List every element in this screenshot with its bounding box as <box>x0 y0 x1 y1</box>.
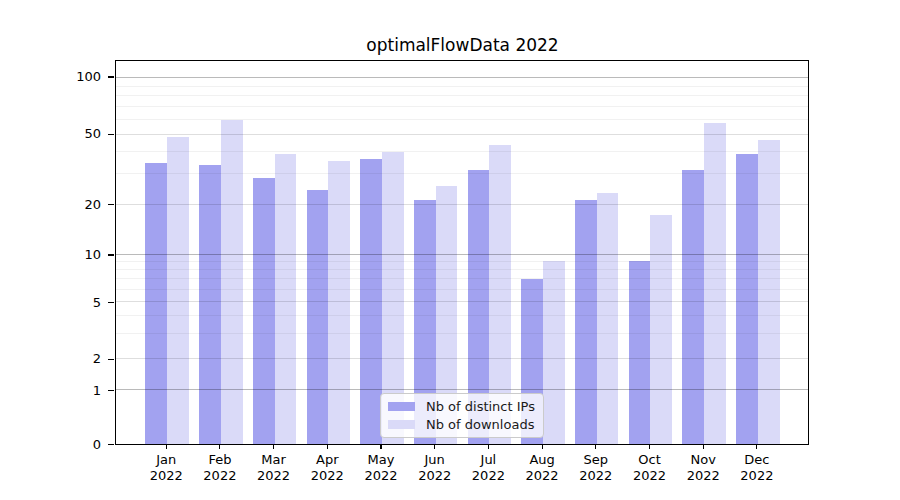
bar-downloads <box>650 215 672 443</box>
y-tickmark <box>108 204 114 205</box>
x-tickmark <box>649 445 650 450</box>
gridline-minor <box>116 315 809 316</box>
x-tickmark <box>756 445 757 450</box>
gridline-major <box>116 77 809 78</box>
gridline-minor <box>116 95 809 96</box>
gridline-minor <box>116 106 809 107</box>
x-tickmark <box>219 445 220 450</box>
bar-distinct-ips <box>575 200 597 444</box>
legend-color-patch <box>388 420 415 429</box>
y-tick-label: 10 <box>57 247 101 263</box>
bar-distinct-ips <box>199 165 221 443</box>
gridline-major <box>116 254 809 255</box>
x-tickmark <box>327 445 328 450</box>
gridline-minor <box>116 86 809 87</box>
y-tick-label: 0 <box>57 437 101 453</box>
legend-entry-label: Nb of downloads <box>426 417 534 432</box>
gridline-minor <box>116 151 809 152</box>
x-tickmark <box>488 445 489 450</box>
gridline-major <box>116 134 809 135</box>
figure: optimalFlowData 2022 0125102050100 Jan20… <box>0 0 900 500</box>
x-tickmark <box>166 445 167 450</box>
y-tickmark <box>108 359 114 360</box>
y-tick-label: 5 <box>57 295 101 311</box>
gridline-minor <box>116 278 809 279</box>
bar-distinct-ips <box>253 178 275 444</box>
legend: Nb of distinct IPs Nb of downloads <box>380 393 544 438</box>
y-tick-label: 2 <box>57 351 101 367</box>
bar-downloads <box>275 154 297 443</box>
chart-title: optimalFlowData 2022 <box>115 35 810 55</box>
y-tickmark <box>108 254 114 255</box>
y-tickmark <box>108 390 114 391</box>
y-tickmark <box>108 134 114 135</box>
x-tickmark <box>273 445 274 450</box>
plot-area <box>115 60 810 445</box>
gridline-major <box>116 389 809 390</box>
legend-color-patch <box>388 402 415 411</box>
x-tick-month: Dec <box>725 452 789 468</box>
y-tickmark <box>108 76 114 77</box>
gridline-minor <box>116 173 809 174</box>
legend-entry: Nb of downloads <box>388 417 536 432</box>
x-tick-year: 2022 <box>725 468 789 484</box>
x-tick-label: Dec2022 <box>725 452 789 483</box>
gridline-minor <box>116 269 809 270</box>
bar-distinct-ips <box>736 154 758 443</box>
bar-downloads <box>167 137 189 444</box>
gridline-major <box>116 301 809 302</box>
y-tickmark <box>108 302 114 303</box>
x-tickmark <box>434 445 435 450</box>
gridline-minor <box>116 333 809 334</box>
legend-entry: Nb of distinct IPs <box>388 399 536 414</box>
x-tickmark <box>380 445 381 450</box>
bar-downloads <box>597 193 619 444</box>
y-tick-label: 50 <box>57 126 101 142</box>
x-tickmark <box>595 445 596 450</box>
gridline-minor <box>116 261 809 262</box>
y-tick-label: 1 <box>57 383 101 399</box>
y-tick-label: 20 <box>57 197 101 213</box>
bar-downloads <box>758 140 780 444</box>
gridline-minor <box>116 289 809 290</box>
gridline-major <box>116 204 809 205</box>
bar-distinct-ips <box>307 190 329 444</box>
bar-downloads <box>704 123 726 444</box>
bar-downloads <box>221 120 243 444</box>
x-tickmark <box>703 445 704 450</box>
x-tickmark <box>542 445 543 450</box>
bar-distinct-ips <box>145 163 167 444</box>
gridline-major <box>116 358 809 359</box>
gridline-minor <box>116 119 809 120</box>
bar-distinct-ips <box>682 170 704 444</box>
y-tick-label: 100 <box>57 69 101 85</box>
y-tickmark <box>108 444 114 445</box>
legend-entry-label: Nb of distinct IPs <box>426 399 535 414</box>
